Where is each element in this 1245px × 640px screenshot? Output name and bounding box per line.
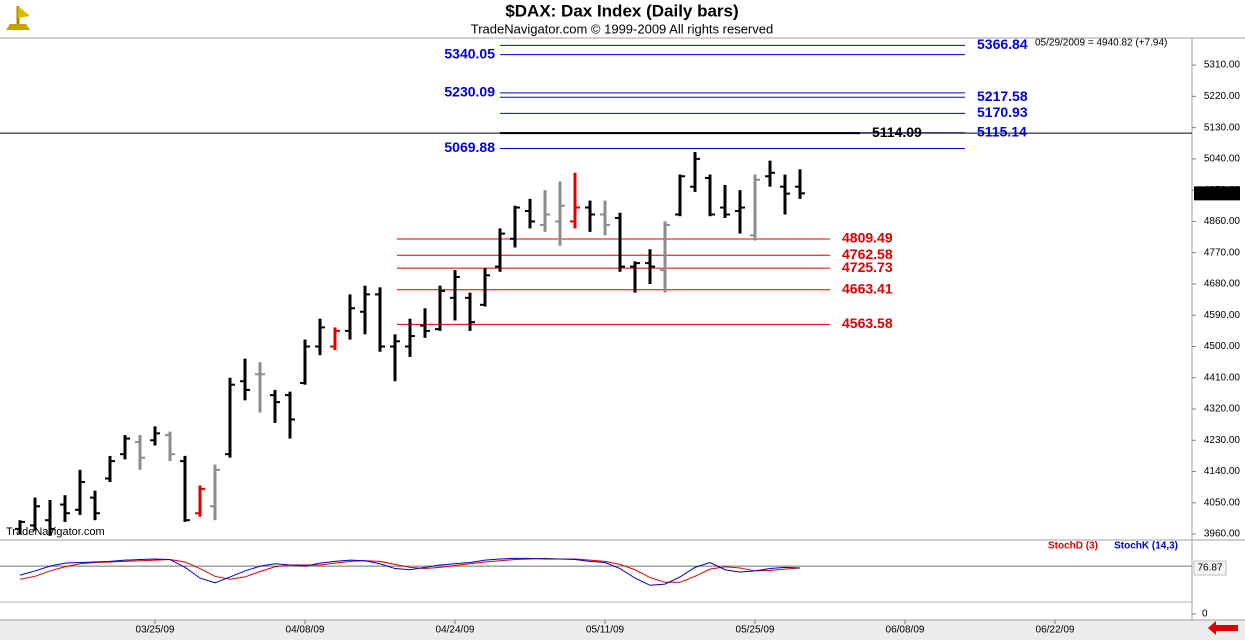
logo-sail [18,6,30,18]
x-tick-label: 04/08/09 [286,625,325,636]
x-tick-label: 04/24/09 [436,625,475,636]
level-label: 5170.93 [977,104,1028,120]
level-label: 4725.73 [842,259,893,275]
x-tick-label: 06/22/09 [1036,625,1075,636]
stoch-line [19,557,801,583]
chart-title: $DAX: Dax Index (Daily bars) [505,1,738,20]
level-label: 4563.58 [842,315,893,331]
stoch-line [19,557,801,586]
logo[interactable] [6,6,30,30]
y-tick-label: 5220.00 [1204,91,1241,102]
y-tick-label: 4590.00 [1204,310,1241,321]
last-price-box [1194,186,1240,201]
level-label: 4809.49 [842,230,893,246]
y-tick-label: 5130.00 [1204,122,1241,133]
level-label: 5366.84 [977,36,1028,52]
date-axis-band [0,620,1245,640]
y-tick-label: 5310.00 [1204,60,1241,71]
x-tick-label: 05/25/09 [736,625,775,636]
y-tick-label: 4320.00 [1204,404,1241,415]
y-tick-label: 4770.00 [1204,247,1241,258]
y-tick-label: 5040.00 [1204,154,1241,165]
scroll-arrow[interactable] [1208,621,1238,635]
last-bar-info: 05/29/2009 = 4940.82 (+7.94) [1035,38,1167,49]
level-label: 4663.41 [842,280,893,296]
y-tick-label: 0 [1202,609,1208,620]
y-tick-label: 3960.00 [1204,529,1241,540]
watermark: TradeNavigator.com [6,526,105,538]
level-label: 5115.14 [977,123,1027,139]
level-label: 5114.09 [872,124,922,140]
y-tick-label: 4860.00 [1204,216,1241,227]
last-value-box [1193,560,1227,576]
y-tick-label: 4050.00 [1204,497,1241,508]
x-tick-label: 05/11/09 [586,625,625,636]
y-tick-label: 4500.00 [1204,341,1241,352]
legend-entry: StochK (14,3) [1114,541,1178,552]
logo-base [6,24,30,30]
level-label: 5340.05 [444,45,495,61]
legend-entry: StochD (3) [1048,541,1098,552]
level-label: 5230.09 [444,84,495,100]
level-label: 5069.88 [444,139,495,155]
level-label: 4762.58 [842,246,893,262]
y-tick-label: 4140.00 [1204,466,1241,477]
y-tick-label: 4410.00 [1204,372,1241,383]
last-price-label: 4940.82 [1199,188,1236,199]
y-tick-label: 4680.00 [1204,279,1241,290]
x-tick-label: 06/08/09 [886,625,925,636]
level-label: 5217.58 [977,88,1028,104]
x-tick-label: 03/25/09 [136,625,175,636]
last-value-label: 76.87 [1197,563,1222,574]
y-tick-label: 4230.00 [1204,435,1241,446]
chart-subtitle: TradeNavigator.com © 1999-2009 All right… [471,21,773,36]
